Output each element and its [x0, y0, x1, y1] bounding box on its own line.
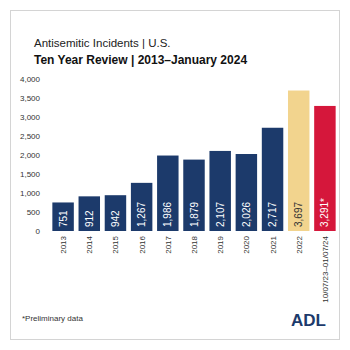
bar: [183, 160, 204, 231]
y-tick: [47, 79, 49, 80]
x-tick-label: 2022: [295, 235, 304, 253]
subtitle: Ten Year Review | 2013–January 2024: [34, 53, 247, 67]
data-label: 1,879: [189, 202, 200, 227]
y-tick-label: 0: [36, 227, 41, 236]
x-tick-label: 2014: [85, 235, 94, 253]
x-tick-label: 2017: [164, 235, 173, 253]
bar: [262, 128, 283, 231]
x-tick-label: 2018: [190, 235, 199, 253]
data-label: 2,717: [267, 202, 278, 227]
footnote: *Preliminary data: [22, 314, 83, 323]
bar: [79, 196, 100, 231]
y-tick-label: 3,500: [20, 94, 41, 103]
bar: [236, 154, 257, 231]
x-tick-label: 2015: [111, 235, 120, 253]
y-tick: [47, 155, 49, 156]
y-tick-label: 2,000: [20, 151, 41, 160]
data-label: 1,986: [162, 202, 173, 227]
y-tick-label: 1,000: [20, 189, 41, 198]
bar: [131, 183, 152, 231]
logo: ADL: [291, 311, 326, 330]
y-tick-label: 500: [27, 208, 41, 217]
y-tick: [47, 174, 49, 175]
labels: 751 2013 912 2014 942 2015 1,267 2016 1,986 2017 1…: [58, 198, 331, 303]
y-tick: [47, 231, 49, 232]
x-tick-label: 2016: [138, 235, 147, 253]
y-tick: [47, 98, 49, 99]
y-tick: [47, 193, 49, 194]
x-tick-label: 2019: [216, 235, 225, 253]
bar: [288, 91, 309, 231]
bar: [105, 195, 126, 231]
bar: [157, 156, 178, 231]
y-tick-label: 2,500: [20, 132, 41, 141]
y-tick-label: 3,000: [20, 113, 41, 122]
y-tick-label: 4,000: [20, 75, 41, 84]
data-label: 3,291*: [319, 198, 330, 227]
title: Antisemitic Incidents | U.S.: [34, 37, 171, 49]
data-label: 942: [110, 210, 121, 227]
data-label: 3,697: [293, 202, 304, 227]
bar: [209, 151, 230, 231]
data-label: 2,107: [215, 202, 226, 227]
chart-svg: Antisemitic Incidents | U.S. Ten Year Rev…: [0, 0, 350, 350]
y-tick-label: 1,500: [20, 170, 41, 179]
x-tick-label: 2013: [59, 235, 68, 253]
y-axis: 0 500 1,000 1,500 2,000 2,500 3,000 3,500 4,000: [20, 75, 49, 236]
y-tick: [47, 212, 49, 213]
x-tick-label: 2020: [242, 235, 251, 253]
data-label: 751: [58, 210, 69, 227]
data-label: 2,026: [241, 202, 252, 227]
x-tick-label: 10/07/23–01/07/24: [321, 235, 330, 302]
y-tick: [47, 117, 49, 118]
y-tick: [47, 136, 49, 137]
x-tick-label: 2021: [269, 235, 278, 253]
bars: [52, 91, 335, 231]
card-frame: [11, 11, 340, 340]
data-label: 1,267: [136, 202, 147, 227]
data-label: 912: [84, 210, 95, 227]
bar: [314, 106, 335, 231]
bar: [52, 202, 73, 231]
chart-container: Antisemitic Incidents | U.S. Ten Year Rev…: [0, 0, 350, 350]
